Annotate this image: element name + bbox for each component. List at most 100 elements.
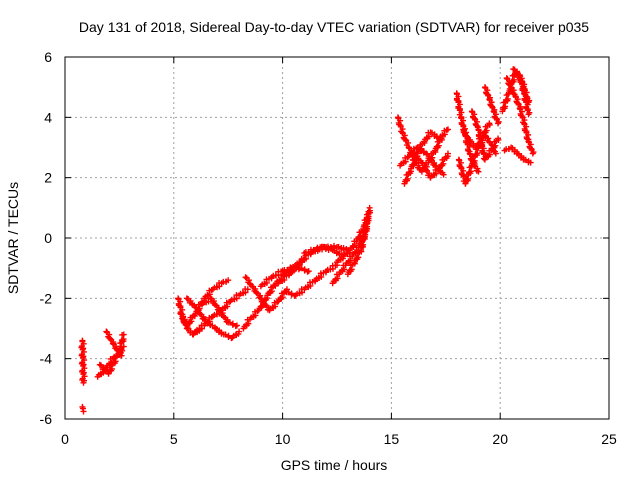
data-point: [341, 266, 348, 273]
data-point: [443, 127, 450, 134]
data-point: [107, 355, 114, 362]
data-point: [468, 163, 475, 170]
data-point: [191, 313, 198, 320]
data-point: [120, 336, 127, 343]
data-points: [78, 66, 537, 415]
data-point: [474, 124, 481, 131]
data-point: [271, 282, 278, 289]
data-point: [109, 365, 116, 372]
data-point: [418, 145, 425, 152]
data-point: [348, 266, 355, 273]
y-tick-label: 6: [44, 49, 52, 65]
data-point: [340, 245, 347, 252]
data-point: [242, 286, 249, 293]
data-point: [366, 207, 373, 214]
data-point: [425, 133, 432, 140]
data-point: [190, 312, 197, 319]
data-point: [511, 76, 518, 83]
data-point: [177, 310, 184, 317]
chart-title: Day 131 of 2018, Sidereal Day-to-day VTE…: [79, 19, 589, 35]
data-point: [402, 136, 409, 143]
data-point: [352, 242, 359, 249]
x-tick-label: 5: [170, 431, 178, 447]
data-point: [505, 145, 512, 152]
data-point: [519, 87, 526, 94]
data-point: [225, 333, 232, 340]
data-point: [244, 316, 251, 323]
x-tick-label: 15: [384, 431, 400, 447]
data-point: [486, 121, 493, 128]
data-point: [112, 358, 119, 365]
data-point: [435, 142, 442, 149]
data-point: [440, 160, 447, 167]
data-point: [364, 220, 371, 227]
data-point: [232, 323, 239, 330]
data-point: [404, 175, 411, 182]
data-point: [355, 254, 362, 261]
data-point: [242, 274, 249, 281]
x-axis-label: GPS time / hours: [281, 457, 388, 473]
axis-ticks: 0 5 10 15 20 25 -6 -4 -2 0 2 4 6: [40, 49, 617, 447]
data-point: [181, 317, 188, 324]
data-point: [107, 335, 114, 342]
data-point: [508, 84, 515, 91]
data-point: [229, 321, 236, 328]
x-tick-label: 0: [61, 431, 69, 447]
data-point: [365, 213, 372, 220]
x-tick-label: 20: [492, 431, 508, 447]
y-tick-label: 4: [44, 109, 52, 125]
data-point: [483, 127, 490, 134]
data-point: [444, 153, 451, 160]
data-point: [526, 109, 533, 116]
data-point: [333, 271, 340, 278]
data-point: [246, 280, 253, 287]
data-point: [103, 328, 110, 335]
data-point: [351, 238, 358, 245]
data-point: [523, 135, 530, 142]
data-point: [460, 126, 467, 133]
y-tick-label: -4: [40, 351, 53, 367]
data-point: [222, 278, 229, 285]
data-point: [288, 291, 295, 298]
y-axis-label: SDTVAR / TECUs: [5, 182, 21, 294]
data-point: [422, 166, 429, 173]
data-point: [264, 295, 271, 302]
data-point: [117, 351, 124, 358]
data-point: [332, 262, 339, 269]
y-tick-label: 0: [44, 230, 52, 246]
y-tick-label: 2: [44, 170, 52, 186]
data-point: [245, 320, 252, 327]
data-point: [216, 280, 223, 287]
data-point: [119, 331, 126, 338]
data-point: [421, 139, 428, 146]
data-point: [304, 268, 311, 275]
data-point: [339, 255, 346, 262]
data-point: [235, 330, 242, 337]
data-point: [285, 272, 292, 279]
y-tick-label: -2: [40, 290, 53, 306]
data-point: [464, 133, 471, 140]
grid-lines: [65, 57, 609, 419]
data-point: [205, 295, 212, 302]
data-point: [503, 75, 510, 82]
data-point: [278, 268, 285, 275]
data-point: [346, 249, 353, 256]
data-point: [199, 315, 206, 322]
data-point: [310, 246, 317, 253]
data-point: [268, 288, 275, 295]
data-point: [79, 405, 86, 412]
data-point: [405, 144, 412, 151]
data-point: [525, 159, 532, 166]
data-point: [118, 343, 125, 350]
x-tick-label: 25: [601, 431, 617, 447]
x-tick-label: 10: [275, 431, 291, 447]
data-point: [264, 306, 271, 313]
data-point: [218, 329, 225, 336]
data-point: [188, 318, 195, 325]
data-point: [233, 292, 240, 299]
data-point: [298, 286, 305, 293]
data-point: [198, 322, 205, 329]
data-point: [486, 138, 493, 145]
